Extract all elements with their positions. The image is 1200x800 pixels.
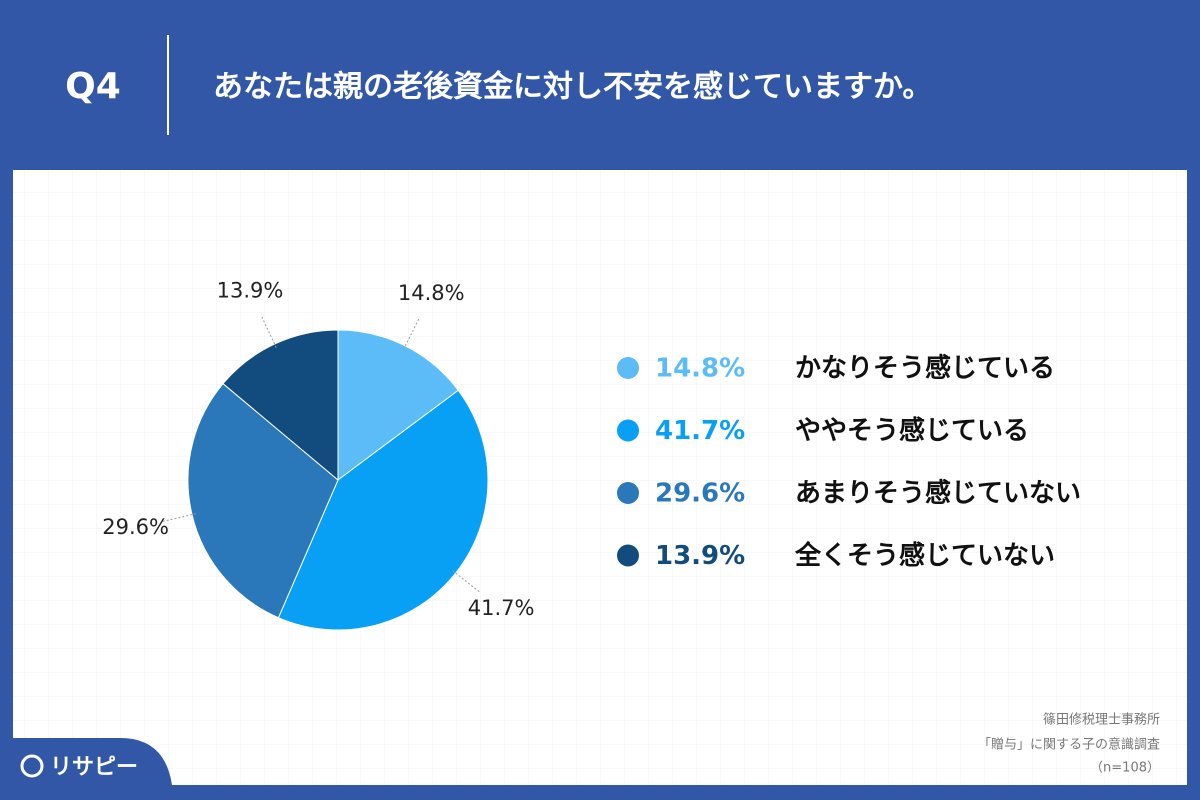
logo-tab (0, 738, 172, 800)
legend-value: 14.8% (655, 354, 745, 384)
logo-icon (20, 754, 44, 778)
leader-line (403, 318, 420, 350)
legend-dot (617, 544, 639, 567)
legend-label: あまりそう感じていない (795, 479, 1081, 509)
legend-dot (617, 482, 639, 504)
data-label: 14.8% (398, 281, 465, 305)
data-label: 41.7% (468, 596, 535, 620)
legend-value: 13.9% (655, 541, 745, 571)
source: 「贈与」に関する子の意識調査 (978, 737, 1160, 753)
legend-label: かなりそう感じている (795, 354, 1055, 384)
question-number: Q4 (65, 66, 121, 107)
pie-slice (187, 382, 339, 619)
leader-line (261, 316, 277, 348)
legend-dot (617, 419, 639, 442)
pie-slice (277, 389, 489, 631)
leader-line (162, 513, 197, 522)
legend-label: 全くそう感じていない (794, 540, 1055, 571)
data-label: 13.9% (217, 279, 284, 303)
pie: 14.8% 41.7% 29.6% 13.9% (102, 279, 535, 631)
legend-dot (617, 357, 639, 379)
legend-label: ややそう感じている (795, 416, 1029, 446)
data-label: 29.6% (102, 515, 169, 539)
source: （n=108） (1090, 761, 1160, 776)
logo: リサピー (50, 755, 138, 780)
legend-value: 41.7% (655, 416, 745, 446)
source: 篠田修税理士事務所 (1043, 713, 1160, 728)
leader-line (452, 570, 480, 593)
legend-value: 29.6% (655, 479, 745, 509)
legend: 14.8% かなりそう感じている 41.7% ややそう感じている 29.6% あまりそう感… (617, 354, 1081, 571)
question-title: あなたは親の老後資金に対し不安を感じていますか。 (213, 70, 932, 105)
pie-slice (222, 329, 339, 482)
